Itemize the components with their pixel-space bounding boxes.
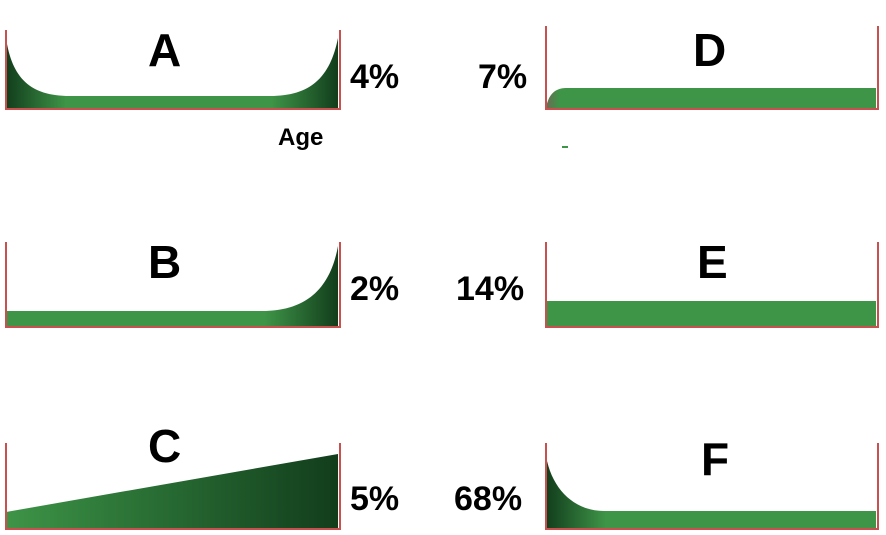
panel-d-percent: 7% xyxy=(478,58,528,96)
panel-f-area xyxy=(546,456,876,528)
panel-a-axis xyxy=(5,30,341,110)
panel-d-mark xyxy=(562,146,568,148)
panel-c-letter: C xyxy=(148,420,182,472)
panel-a-area xyxy=(6,38,338,108)
panel-a-letter: A xyxy=(148,24,182,76)
panel-d-axis xyxy=(545,26,879,110)
panel-e-axis xyxy=(545,242,879,328)
panel-b-axis xyxy=(5,242,341,328)
panel-f-percent: 68% xyxy=(454,480,523,518)
panel-d-letter: D xyxy=(693,24,727,76)
panel-e-percent: 14% xyxy=(456,270,525,308)
age-axis-label: Age xyxy=(278,124,324,151)
panel-f-letter: F xyxy=(701,433,730,485)
panel-e-letter: E xyxy=(697,236,728,288)
panel-c-percent: 5% xyxy=(350,480,400,518)
panel-b-percent: 2% xyxy=(350,270,400,308)
panel-b-area xyxy=(6,246,338,326)
panel-b-letter: B xyxy=(148,236,182,288)
panel-c-axis xyxy=(5,443,341,530)
panel-e-area xyxy=(546,301,876,326)
panel-a-percent: 4% xyxy=(350,58,400,96)
panel-c-area xyxy=(6,454,338,528)
panel-f-axis xyxy=(545,443,879,530)
panel-d-area xyxy=(546,88,876,108)
